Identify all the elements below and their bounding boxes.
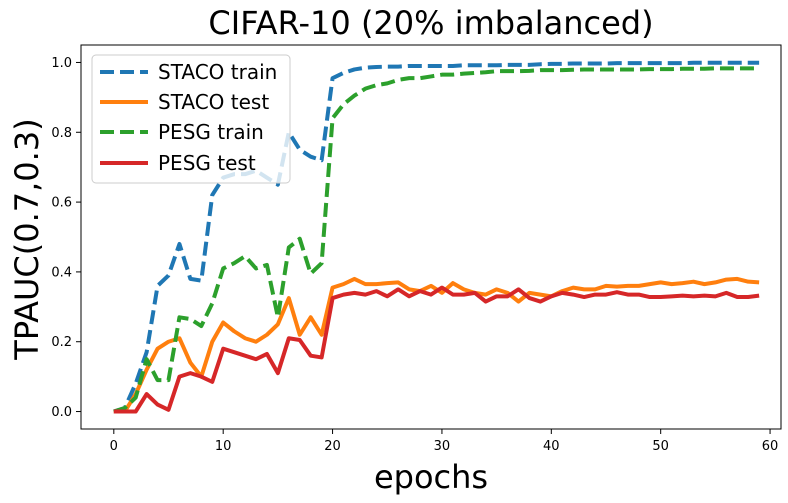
y-tick-label: 0.0 [51,405,72,420]
x-tick-label: 0 [110,439,118,454]
legend-label-staco-train: STACO train [158,60,277,84]
plot-frame [80,44,782,430]
chart-title: CIFAR-10 (20% imbalanced) [208,4,653,42]
legend-box [91,54,291,184]
y-tick-label: 0.4 [51,265,72,280]
series-line-staco-train [113,60,760,414]
legend-label-staco-test: STACO test [158,90,269,114]
x-tick-label: 10 [215,439,232,454]
x-tick-label: 40 [543,439,560,454]
x-tick-label: 50 [652,439,669,454]
y-tick-label: 1.0 [51,56,72,71]
y-tick-label: 0.8 [51,126,72,141]
legend-label-pesg-test: PESG test [158,151,256,175]
tick-layer: 0 10 20 30 40 50 60 0.0 0.2 0.4 0.6 0.8 1.0 [51,56,778,454]
series-line-pesg-train [113,66,760,414]
series-layer [113,60,760,414]
x-tick-label: 30 [434,439,451,454]
x-axis-label: epochs [374,458,488,496]
x-tick-label: 60 [762,439,779,454]
y-tick-label: 0.2 [51,335,72,350]
y-axis-label: TPAUC(0.7,0.3) [8,118,46,360]
y-tick-label: 0.6 [51,196,72,211]
x-tick-label: 20 [324,439,341,454]
legend: STACO train STACO test PESG train PESG t… [91,54,291,184]
series-line-pesg-test [113,285,760,414]
legend-label-pesg-train: PESG train [158,120,264,144]
